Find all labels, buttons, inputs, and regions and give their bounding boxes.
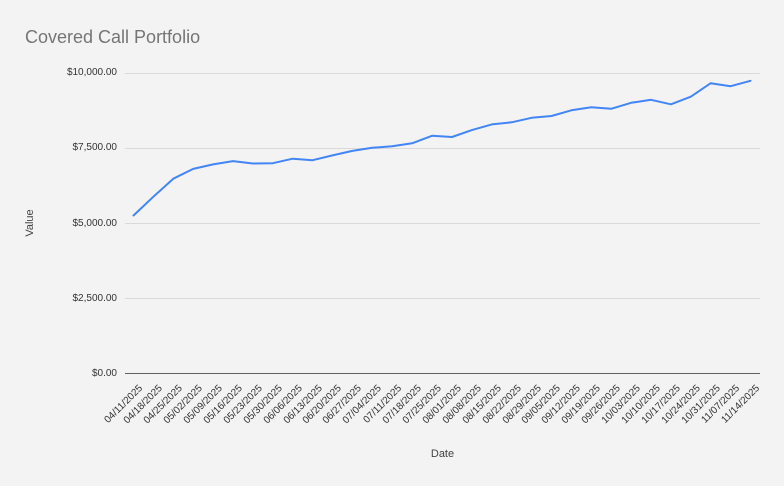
y-axis-title: Value — [24, 209, 36, 237]
gridlines — [125, 73, 760, 374]
y-tick-label: $5,000.00 — [72, 217, 118, 229]
y-tick-label: $7,500.00 — [72, 142, 118, 154]
y-tick-label: $2,500.00 — [72, 292, 118, 304]
x-axis-title: Date — [430, 448, 455, 460]
y-tick-label: $10,000.00 — [66, 67, 117, 79]
series-line-value[interactable] — [132, 79, 752, 217]
chart-title: Covered Call Portfolio — [25, 27, 201, 47]
y-tick-label: $0.00 — [91, 367, 117, 379]
series-group — [132, 79, 752, 217]
